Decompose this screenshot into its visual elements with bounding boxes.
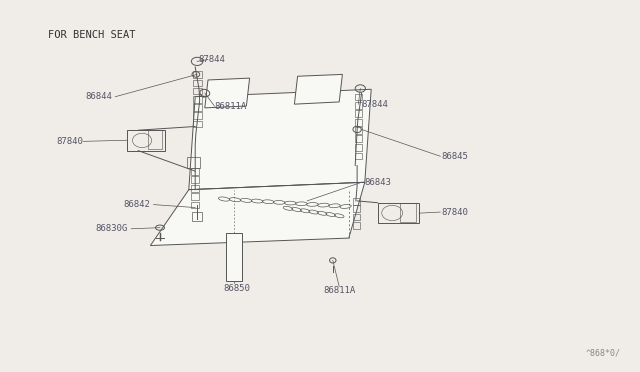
Text: 86844: 86844 <box>85 92 112 101</box>
Text: 86845: 86845 <box>442 152 468 161</box>
Bar <box>193 96 202 103</box>
Polygon shape <box>189 89 371 190</box>
Text: 86842: 86842 <box>124 200 150 209</box>
Bar <box>226 232 242 281</box>
Bar <box>355 102 362 109</box>
Polygon shape <box>294 74 342 104</box>
Text: 86811A: 86811A <box>214 102 246 110</box>
Text: 86811A: 86811A <box>323 286 355 295</box>
Bar <box>193 71 202 78</box>
Bar <box>355 119 362 126</box>
Bar <box>193 121 202 127</box>
Polygon shape <box>150 182 365 246</box>
Bar <box>355 153 362 159</box>
Bar <box>355 144 362 151</box>
Bar <box>191 176 199 183</box>
Bar <box>355 110 362 117</box>
Text: 87844: 87844 <box>362 100 388 109</box>
Bar <box>353 205 360 212</box>
Bar <box>353 222 360 229</box>
Text: FOR BENCH SEAT: FOR BENCH SEAT <box>48 30 136 40</box>
Text: 87840: 87840 <box>56 137 83 146</box>
Bar <box>355 127 362 134</box>
Bar <box>193 88 202 94</box>
Bar <box>193 80 202 86</box>
Bar <box>355 94 362 100</box>
Bar <box>192 212 202 221</box>
Bar <box>193 112 202 119</box>
Text: ^868*0/: ^868*0/ <box>586 348 621 357</box>
Text: 87840: 87840 <box>442 208 468 217</box>
Bar <box>355 135 362 142</box>
Text: 86830G: 86830G <box>96 224 128 233</box>
Bar <box>191 185 199 192</box>
Bar <box>353 214 360 220</box>
Text: 86843: 86843 <box>365 178 392 187</box>
Bar <box>191 193 199 200</box>
Text: 86850: 86850 <box>223 284 250 293</box>
Bar <box>353 198 360 205</box>
Polygon shape <box>205 78 250 108</box>
Bar <box>191 168 199 175</box>
Bar <box>191 202 199 208</box>
Text: 87844: 87844 <box>198 55 225 64</box>
Bar <box>193 104 202 111</box>
